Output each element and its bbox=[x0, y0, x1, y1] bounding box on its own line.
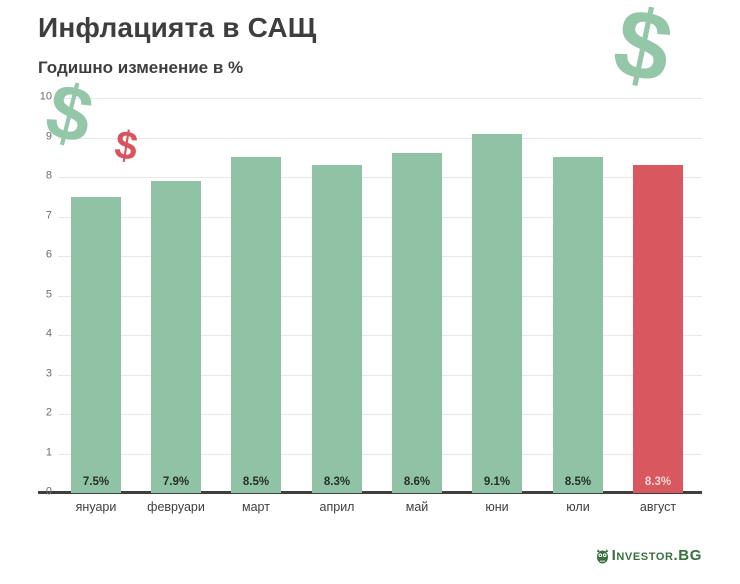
x-axis-category-label: юни bbox=[485, 500, 509, 514]
bar-value-label: 7.9% bbox=[162, 476, 190, 488]
gridline bbox=[58, 177, 702, 178]
x-axis-category-label: януари bbox=[75, 500, 117, 514]
bar-value-label: 9.1% bbox=[483, 476, 511, 488]
dollar-icon: $ bbox=[37, 65, 102, 161]
gridline bbox=[58, 256, 702, 257]
y-axis-tick-label: 10 bbox=[39, 90, 52, 103]
y-axis-tick-label: 7 bbox=[45, 208, 52, 221]
x-axis-category-label: август bbox=[639, 500, 677, 514]
gridline bbox=[58, 98, 702, 99]
chart-subtitle: Годишно изменение в % bbox=[38, 58, 244, 77]
bar-value-label: 8.3% bbox=[323, 476, 351, 488]
x-axis-category-label: юли bbox=[566, 500, 590, 514]
bar-юли: 8.5% bbox=[553, 157, 603, 493]
bar-value-label: 8.5% bbox=[564, 476, 592, 488]
owl-icon bbox=[596, 548, 609, 564]
y-axis-tick-label: 6 bbox=[45, 248, 52, 261]
y-axis-tick-label: 1 bbox=[45, 445, 52, 458]
bar-юни: 9.1% bbox=[472, 134, 522, 493]
x-axis-category-label: февруари bbox=[147, 500, 205, 514]
investor-bg-logo: Investor.BG bbox=[596, 547, 702, 564]
x-axis-category-label: април bbox=[319, 500, 355, 514]
gridline bbox=[58, 414, 702, 415]
gridline bbox=[58, 453, 702, 455]
gridline bbox=[58, 295, 702, 297]
bar-май: 8.6% bbox=[392, 153, 442, 493]
gridline bbox=[58, 374, 702, 376]
gridline bbox=[58, 216, 702, 218]
gridline bbox=[58, 137, 702, 139]
x-axis-category-label: май bbox=[405, 500, 429, 514]
y-axis-tick-label: 5 bbox=[45, 287, 52, 300]
y-axis-tick-label: 8 bbox=[45, 169, 52, 182]
bar-януари: 7.5% bbox=[71, 197, 121, 493]
y-axis-tick-label: 4 bbox=[45, 327, 52, 340]
y-axis-tick-label: 0 bbox=[45, 485, 52, 498]
y-axis-tick-label: 2 bbox=[45, 406, 52, 419]
y-axis-tick-label: 9 bbox=[45, 129, 52, 142]
bar-value-label: 8.6% bbox=[403, 476, 431, 488]
logo-text: Investor.BG bbox=[611, 547, 702, 564]
gridline bbox=[58, 335, 702, 336]
bar-февруари: 7.9% bbox=[151, 181, 201, 493]
bar-август: 8.3% bbox=[633, 165, 683, 493]
y-axis-tick-label: 3 bbox=[45, 366, 52, 379]
bar-value-label: 8.3% bbox=[644, 476, 672, 488]
bar-март: 8.5% bbox=[231, 157, 281, 493]
bar-value-label: 8.5% bbox=[242, 476, 270, 488]
bar-април: 8.3% bbox=[312, 165, 362, 493]
bar-value-label: 7.5% bbox=[82, 476, 110, 488]
dollar-icon: $ bbox=[605, 0, 682, 105]
dollar-icon: $ bbox=[111, 122, 141, 170]
x-axis-baseline bbox=[38, 491, 702, 494]
x-axis-category-label: март bbox=[242, 500, 270, 514]
chart-title: Инфлацията в САЩ bbox=[38, 12, 317, 43]
